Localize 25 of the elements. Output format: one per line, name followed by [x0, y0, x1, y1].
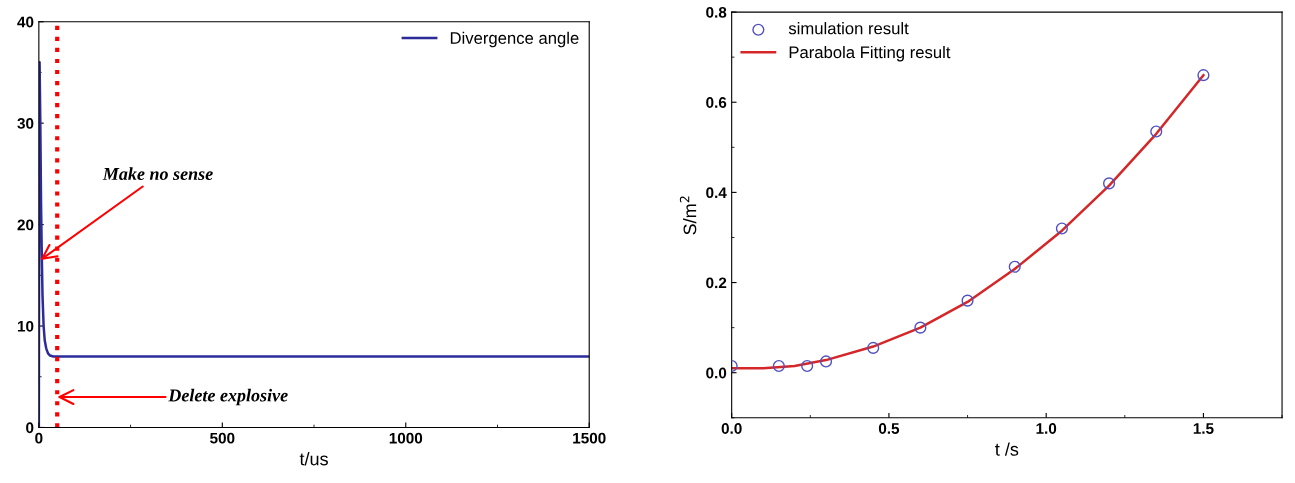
x-tick-label: 1000: [389, 432, 423, 444]
y-axis-title: S/m$^{2}$: [679, 196, 697, 235]
y-tick-label: 10: [17, 320, 34, 332]
y-tick-label: 0.2: [706, 277, 727, 289]
legend-label: Divergence angle: [450, 31, 579, 48]
x-tick-label: 0.5: [878, 423, 900, 434]
x-axis-title: t/us: [299, 452, 328, 466]
x-tick-label: 1.5: [1193, 423, 1214, 434]
y-tick-label: 40: [17, 16, 34, 28]
legend-label: Parabola Fitting result: [789, 45, 951, 62]
x-axis-title: t /s: [995, 442, 1019, 456]
y-tick-label: 0.4: [706, 187, 727, 199]
y-tick-label: 0.0: [706, 367, 727, 379]
legend-label: simulation result: [788, 22, 909, 35]
x-tick-label: 500: [210, 432, 235, 444]
y-tick-label: 30: [17, 118, 34, 129]
annotation: Make no sense: [102, 167, 213, 181]
y-tick-label: 0.6: [706, 97, 727, 108]
annotation: Delete explosive: [168, 388, 288, 406]
x-tick-label: 0.0: [721, 423, 742, 434]
x-tick-label: 1.0: [1036, 423, 1057, 434]
x-tick-label: 0: [35, 432, 43, 444]
x-tick-label: 1500: [573, 432, 606, 444]
y-tick-label: 20: [17, 219, 34, 231]
y-tick-label: 0.8: [706, 6, 727, 18]
